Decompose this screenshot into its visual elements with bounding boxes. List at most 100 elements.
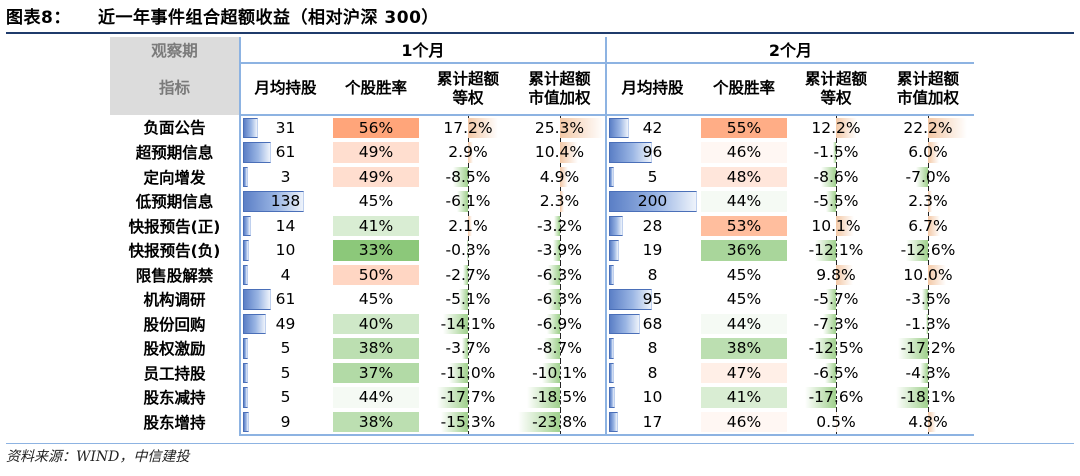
hold-cell: 200 [605,189,698,214]
cum-excess-eq-data-bar [805,387,836,408]
cum-excess-eq-value: -6.5% [813,363,859,382]
winrate-cell: 41% [330,214,422,239]
hold-data-bar [243,338,248,359]
winrate-heat [701,313,787,334]
winrate-value: 46% [726,143,762,162]
winrate-column-header-2: 个股胜率 [698,62,790,116]
hold-data-bar [243,411,249,432]
cum-excess-mw-cell: -6.9% [514,311,606,336]
winrate-heat [701,289,787,310]
hold-cell: 28 [605,213,698,238]
row-label: 员工持股 [143,364,206,383]
cum-excess-eq-zero-axis [468,262,469,287]
winrate-heat [333,362,419,383]
hold-value: 61 [275,143,296,162]
cum-excess-mw-zero-axis [928,360,929,385]
winrate-cell: 49% [330,140,422,165]
hold-cell: 61 [239,287,330,312]
cum-excess-eq-column-header-1: 累计超额 等权 [422,62,514,116]
hold-value: 138 [270,192,301,211]
cum-excess-mw-value: -6.3% [537,265,582,284]
cum-excess-eq-value: -7.3% [813,314,859,333]
hold-column-header-2: 月均持股 [605,62,698,116]
winrate-heat [701,166,787,187]
hold-data-bar [609,289,652,310]
hold-cell: 5 [239,385,330,410]
event-portfolio-table: 观察期 1个月 2个月 指标 月均持股 个股胜率 累计超额 等权 累计超额 市值加权 月均持… [110,37,974,436]
hold-cell: 10 [605,385,698,410]
cum-excess-mw-value: 2.3% [539,192,580,211]
cum-excess-mw-zero-axis [559,409,561,434]
cum-excess-eq-cell: -8.6% [790,164,882,189]
cum-excess-mw-data-bar [517,411,560,432]
cum-excess-eq-zero-axis [468,287,469,312]
cum-excess-eq-value: 2.9% [448,143,488,162]
table-row: 低预期信息 138 45% -6.1% 2.3% 200 44% -5.5% 2.3% [110,189,974,214]
cum-excess-mw-data-bar [548,289,560,310]
hold-data-bar [243,191,305,212]
cum-excess-mw-data-bar [896,387,928,408]
winrate-cell: 45% [698,287,790,312]
hold-cell: 68 [605,311,698,336]
row-label: 股份回购 [143,315,206,334]
cum-excess-mw-cell: -18.1% [882,385,974,410]
hold-cell: 96 [605,140,698,165]
row-label: 低预期信息 [135,193,214,212]
cum-excess-eq-cell: 17.2% [422,115,514,140]
winrate-value: 48% [726,167,762,186]
hold-data-bar [609,117,630,138]
cum-excess-mw-data-bar [559,191,564,212]
header-row-period: 观察期 1个月 2个月 [110,37,974,64]
hold-value: 5 [280,388,291,407]
hold-value: 9 [280,412,291,431]
hold-data-bar [243,313,267,334]
period-label: 观察期 [110,37,240,63]
winrate-heat [333,387,419,408]
cum-excess-mw-data-bar [559,142,578,163]
winrate-heat [333,289,419,310]
hold-column-header-1: 月均持股 [239,62,330,116]
cum-excess-eq-cell: -8.5% [422,164,514,189]
hold-value: 14 [275,216,296,235]
winrate-value: 46% [726,412,762,431]
cum-excess-mw-data-bar [915,166,928,187]
cum-excess-eq-cell: 9.8% [790,262,882,287]
winrate-value: 33% [358,241,394,260]
table-row: 限售股解禁 4 50% -2.7% -6.3% 8 45% 9.8% 10.0% [110,262,974,287]
cum-excess-eq-data-bar [820,166,836,187]
winrate-value: 49% [358,167,394,186]
row-label: 负面公告 [143,119,206,138]
row-label: 股东减持 [143,389,206,408]
table-row: 负面公告 31 56% 17.2% 25.3% 42 55% 12.2% 22.2% [110,114,974,140]
figure-title-text: 近一年事件组合超额收益（相对沪深 300） [98,8,439,28]
cum-excess-mw-value: -18.5% [532,388,587,407]
cum-excess-mw-cell: 4.8% [882,409,974,436]
hold-value: 96 [642,143,663,162]
cum-excess-eq-value: -5.1% [445,290,491,309]
cum-excess-eq-zero-axis [468,238,469,263]
cum-excess-mw-cell: -23.8% [514,409,606,436]
cum-excess-mw-data-bar [541,362,560,383]
cum-excess-mw-value: 25.3% [534,118,585,137]
cum-excess-eq-data-bar [814,240,836,261]
figure-title: 图表8： 近一年事件组合超额收益（相对沪深 300） [6,4,439,32]
cum-excess-eq-value: -15.3% [440,412,496,431]
hold-cell: 49 [239,311,330,336]
cum-excess-mw-zero-axis [559,311,561,336]
winrate-value: 47% [726,363,762,382]
indicator-label: 指标 [110,62,240,115]
cum-excess-mw-cell: -10.1% [514,360,606,385]
cum-excess-mw-value: -17.2% [900,339,956,358]
hold-data-bar [243,215,252,236]
table-row: 股权激励 5 38% -3.7% -8.7% 8 38% -12.5% -17.2% [110,336,974,361]
cum-excess-eq-data-bar [814,338,836,359]
cum-excess-mw-value: 6.7% [908,216,948,235]
hold-cell: 4 [239,262,330,287]
winrate-cell: 41% [698,385,790,410]
hold-cell: 8 [605,336,698,361]
cum-excess-eq-value: -0.3% [445,241,491,260]
cum-excess-mw-value: -1.3% [905,314,951,333]
cum-excess-eq-zero-axis [836,238,837,263]
cum-excess-mw-zero-axis [928,311,929,336]
row-label: 快报预告(负) [128,242,221,261]
